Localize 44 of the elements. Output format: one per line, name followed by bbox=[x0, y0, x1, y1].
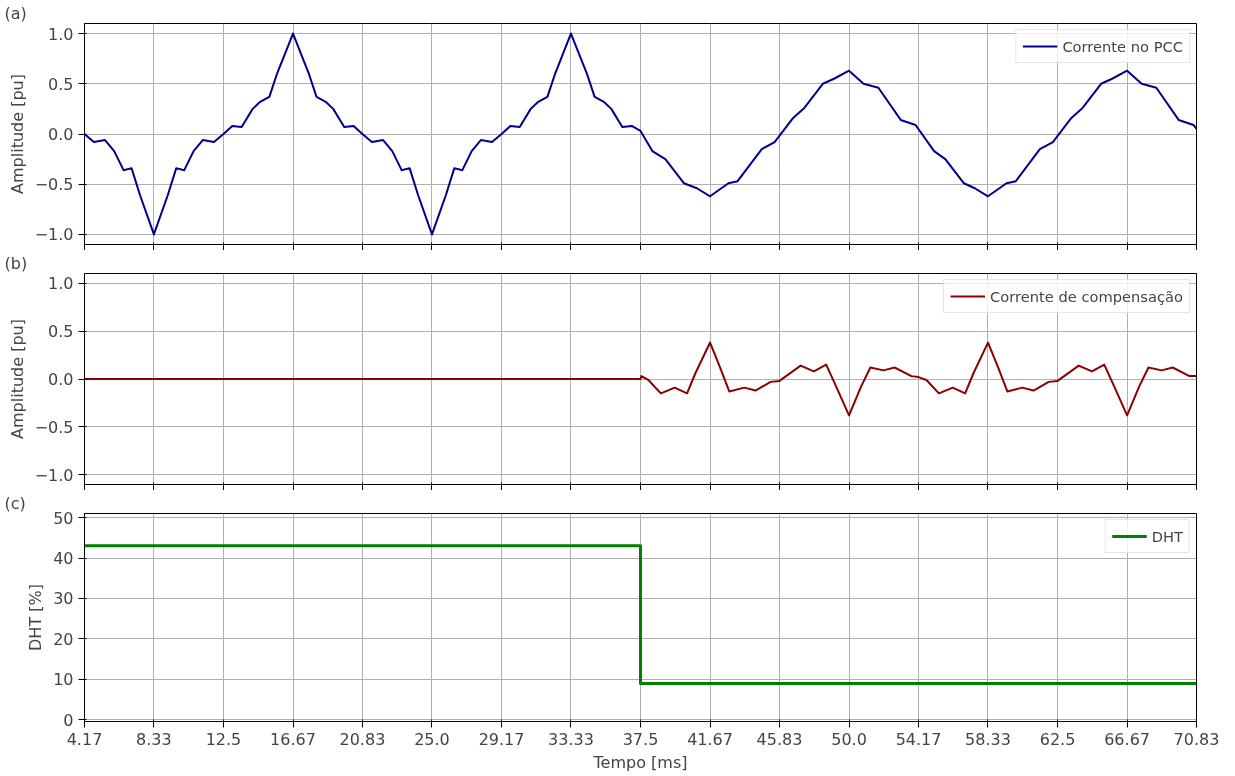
y-axis-title: Amplitude [pu] bbox=[7, 74, 27, 194]
x-tick-label: 50.0 bbox=[831, 729, 867, 749]
y-tick-label: −1.0 bbox=[34, 225, 74, 245]
y-tick-label: 0 bbox=[63, 710, 74, 730]
x-tick-label: 62.5 bbox=[1039, 729, 1076, 749]
x-tick-label: 29.17 bbox=[478, 729, 525, 749]
x-tick-label: 37.5 bbox=[622, 729, 659, 749]
x-tick-label: 33.33 bbox=[548, 729, 594, 749]
y-tick-label: 20 bbox=[53, 629, 74, 649]
y-tick-label: −0.5 bbox=[34, 175, 74, 195]
x-tick-label: 45.83 bbox=[756, 729, 803, 749]
y-axis-title: Amplitude [pu] bbox=[7, 319, 27, 439]
text: (b) bbox=[4, 253, 28, 273]
y-tick-label: 0.5 bbox=[48, 74, 74, 94]
x-tick-label: 41.67 bbox=[687, 729, 733, 749]
x-tick-label: 54.17 bbox=[895, 729, 942, 749]
y-tick-label: 0.0 bbox=[48, 125, 74, 144]
x-tick-label: 20.83 bbox=[339, 729, 386, 749]
y-tick-label: −1.0 bbox=[34, 465, 74, 485]
legend-label: Corrente de compensação bbox=[990, 287, 1183, 305]
x-tick-label: 58.33 bbox=[965, 729, 1011, 749]
line-series bbox=[84, 341, 1197, 417]
y-tick-label: −0.5 bbox=[34, 417, 74, 437]
x-tick-label: 25.0 bbox=[414, 729, 450, 749]
y-tick-label: 50 bbox=[53, 508, 74, 528]
x-tick-label: 16.67 bbox=[270, 729, 316, 749]
y-tick-label: 0.0 bbox=[48, 370, 74, 389]
legend-label: Corrente no PCC bbox=[1062, 37, 1183, 55]
y-tick-label: 1.0 bbox=[48, 274, 74, 294]
x-axis-title: Tempo [ms] bbox=[592, 752, 688, 772]
x-tick-label: 70.83 bbox=[1173, 729, 1220, 749]
y-tick-label: 10 bbox=[53, 670, 74, 690]
x-tick-label: 66.67 bbox=[1104, 729, 1151, 749]
y-tick-label: 40 bbox=[53, 549, 74, 569]
y-axis-title: DHT [%] bbox=[26, 584, 46, 651]
y-tick-label: 0.5 bbox=[48, 322, 74, 342]
text: (c) bbox=[4, 493, 26, 513]
legend-label: DHT bbox=[1151, 527, 1183, 545]
y-tick-label: 30 bbox=[53, 589, 74, 609]
y-tick-label: 1.0 bbox=[48, 24, 74, 44]
text: (a) bbox=[4, 3, 27, 23]
x-tick-label: 4.17 bbox=[66, 729, 103, 749]
x-tick-label: 8.33 bbox=[136, 729, 172, 749]
x-tick-label: 12.5 bbox=[205, 729, 242, 749]
